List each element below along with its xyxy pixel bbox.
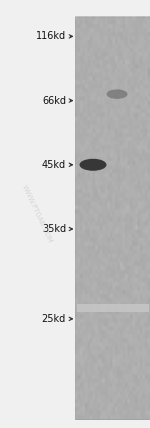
Text: 66kd: 66kd — [42, 95, 66, 106]
Bar — [76, 304, 148, 312]
Ellipse shape — [106, 89, 128, 99]
Text: 25kd: 25kd — [42, 314, 66, 324]
Text: 45kd: 45kd — [42, 160, 66, 170]
Text: WWW.PTGAB.COM: WWW.PTGAB.COM — [21, 184, 54, 244]
Text: 35kd: 35kd — [42, 224, 66, 234]
Bar — [75, 17, 150, 419]
Ellipse shape — [80, 159, 106, 171]
Text: 116kd: 116kd — [36, 31, 66, 42]
